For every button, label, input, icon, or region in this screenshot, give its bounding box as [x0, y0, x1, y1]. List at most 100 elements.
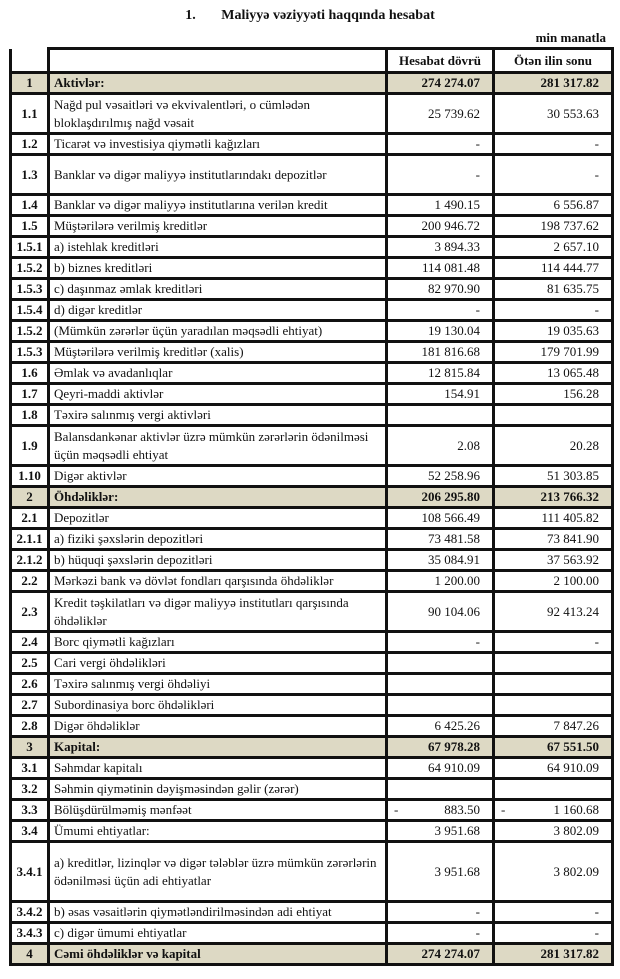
row-description: Səhmin qiymətinin dəyişməsindən gəlir (z… — [47, 777, 388, 801]
row-number: 4 — [9, 942, 50, 966]
current-period-value: 6 425.26 — [385, 714, 495, 738]
row-description: Nağd pul vəsaitləri və ekvivalentləri, o… — [47, 92, 388, 135]
financial-position-table: Hesabat dövrü Ötən ilin sonu 1 Aktivlər: 2… — [9, 47, 614, 966]
row-description: Banklar və digər maliyyə institutlarında… — [47, 153, 388, 196]
row-description: Qeyri-maddi aktivlər — [47, 382, 388, 406]
current-period-value: - 883.50 — [385, 798, 495, 822]
current-period-value: - — [385, 132, 495, 156]
row-number: 2.7 — [9, 693, 50, 717]
previous-year-value — [492, 403, 614, 427]
row-number: 2.1.1 — [9, 527, 50, 551]
row-description: Ticarət və investisiya qiymətli kağızlar… — [47, 132, 388, 156]
row-description: Müştərilərə verilmiş kreditlər — [47, 214, 388, 238]
row-number: 1.1 — [9, 92, 50, 135]
previous-year-value: 213 766.32 — [492, 485, 614, 509]
section-row: 3 Kapital: 67 978.28 67 551.50 — [9, 735, 614, 759]
table-row: 2.2 Mərkəzi bank və dövlət fondları qarşı… — [9, 569, 614, 593]
row-description: d) digər kreditlər — [47, 298, 388, 322]
previous-year-value: 37 563.92 — [492, 548, 614, 572]
table-row: 3.4.2 b) əsas vəsaitlərin qiymətləndirilm… — [9, 900, 614, 924]
row-number: 1.5 — [9, 214, 50, 238]
row-description: Kredit təşkilatları və digər maliyyə ins… — [47, 590, 388, 633]
header-previous-year-end: Ötən ilin sonu — [492, 47, 614, 74]
row-description: Cəmi öhdəliklər və kapital — [47, 942, 388, 966]
previous-year-value: 20.28 — [492, 424, 614, 467]
row-description: Təxirə salınmış vergi aktivləri — [47, 403, 388, 427]
previous-year-value: 6 556.87 — [492, 193, 614, 217]
row-description: Aktivlər: — [47, 71, 388, 95]
header-num — [9, 48, 50, 74]
current-period-value: 19 130.04 — [385, 319, 495, 343]
table-row: 3.4.1 a) kreditlər, lizinqlər və digər tə… — [9, 840, 614, 903]
current-period-value: 73 481.58 — [385, 527, 495, 551]
row-description: Digər aktivlər — [47, 464, 388, 488]
previous-year-value: - — [492, 298, 614, 322]
table-row: 1.9 Balansdankənar aktivlər üzrə mümkün z… — [9, 424, 614, 467]
current-period-value — [385, 693, 495, 717]
previous-year-value: 198 737.62 — [492, 214, 614, 238]
current-period-value: 3 951.68 — [385, 819, 495, 843]
row-description: Digər öhdəliklər — [47, 714, 388, 738]
previous-year-value: 92 413.24 — [492, 590, 614, 633]
row-description: (Mümkün zərərlər üçün yaradılan məqsədli… — [47, 319, 388, 343]
previous-year-value: 2 657.10 — [492, 235, 614, 259]
row-number: 2.1.2 — [9, 548, 50, 572]
row-description: Ümumi ehtiyatlar: — [47, 819, 388, 843]
row-description: Səhmdar kapitalı — [47, 756, 388, 780]
previous-year-value: 2 100.00 — [492, 569, 614, 593]
previous-year-value: 114 444.77 — [492, 256, 614, 280]
section-row: 1 Aktivlər: 274 274.07 281 317.82 — [9, 71, 614, 95]
unit-label: min manatla — [535, 30, 606, 45]
row-number: 1.6 — [9, 361, 50, 385]
previous-year-value: - — [492, 630, 614, 654]
value: 1 160.68 — [553, 802, 600, 818]
previous-year-value: - — [492, 132, 614, 156]
table-row: 3.3 Bölüşdürülməmiş mənfəət -883.50-1 160.… — [9, 798, 614, 822]
current-period-value: 3 894.33 — [385, 235, 495, 259]
row-description: a) fiziki şəxslərin depozitləri — [47, 527, 388, 551]
current-period-value: 1 200.00 — [385, 569, 495, 593]
current-period-value: - — [385, 630, 495, 654]
previous-year-value — [492, 651, 614, 675]
current-period-value: - — [385, 900, 495, 924]
section-row: 2 Öhdəliklər: 206 295.80 213 766.32 — [9, 485, 614, 509]
previous-year-value: 3 802.09 — [492, 840, 614, 903]
previous-year-value: 3 802.09 — [492, 819, 614, 843]
row-description: c) digər ümumi ehtiyatlar — [47, 921, 388, 945]
current-period-value: 90 104.06 — [385, 590, 495, 633]
previous-year-value: - — [492, 900, 614, 924]
row-number: 1.7 — [9, 382, 50, 406]
current-period-value: 67 978.28 — [385, 735, 495, 759]
report-title: 1. Maliyyə vəziyyəti haqqında hesabat — [0, 8, 620, 24]
row-description: b) biznes kreditləri — [47, 256, 388, 280]
header-desc — [47, 47, 388, 74]
row-number: 2.6 — [9, 672, 50, 696]
row-description: Bölüşdürülməmiş mənfəət — [47, 798, 388, 822]
row-description: Borc qiymətli kağızları — [47, 630, 388, 654]
previous-year-value: 64 910.09 — [492, 756, 614, 780]
row-description: Müştərilərə verilmiş kreditlər (xalis) — [47, 340, 388, 364]
current-period-value: 12 815.84 — [385, 361, 495, 385]
table-row: 2.8 Digər öhdəliklər 6 425.26 7 847.26 — [9, 714, 614, 738]
current-period-value: 114 081.48 — [385, 256, 495, 280]
row-number: 3.4.2 — [9, 900, 50, 924]
row-description: Subordinasiya borc öhdəlikləri — [47, 693, 388, 717]
value: 883.50 — [444, 802, 480, 818]
current-period-value: 2.08 — [385, 424, 495, 467]
row-number: 1 — [9, 71, 50, 95]
current-period-value: - — [385, 153, 495, 196]
table-row: 1.5.4 d) digər kreditlər - - — [9, 298, 614, 322]
table-row: 3.4 Ümumi ehtiyatlar: 3 951.68 3 802.09 — [9, 819, 614, 843]
previous-year-value: 30 553.63 — [492, 92, 614, 135]
row-description: Cari vergi öhdəlikləri — [47, 651, 388, 675]
row-description: a) istehlak kreditləri — [47, 235, 388, 259]
previous-year-value: 51 303.85 — [492, 464, 614, 488]
table-row: 1.6 Əmlak və avadanlıqlar 12 815.84 13 065.… — [9, 361, 614, 385]
row-number: 2.4 — [9, 630, 50, 654]
current-period-value: 52 258.96 — [385, 464, 495, 488]
table-row: 1.4 Banklar və digər maliyyə institutları… — [9, 193, 614, 217]
row-description: c) daşınmaz əmlak kreditləri — [47, 277, 388, 301]
row-description: Balansdankənar aktivlər üzrə mümkün zərə… — [47, 424, 388, 467]
row-number: 3.2 — [9, 777, 50, 801]
previous-year-value: 73 841.90 — [492, 527, 614, 551]
